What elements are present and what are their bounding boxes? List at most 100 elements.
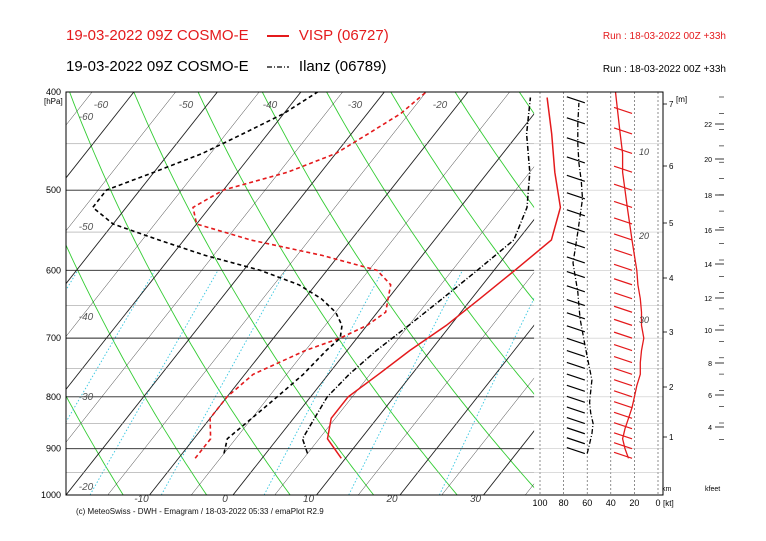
- plot-border: [65, 91, 664, 496]
- isotherm: [191, 92, 510, 495]
- isotherm: [66, 92, 218, 285]
- wind-barb-visp: [613, 401, 633, 409]
- wind-barb-ilanz: [566, 406, 586, 414]
- mixing-ratio-label: 30: [639, 315, 649, 325]
- pressure-tick-label: 800: [46, 392, 61, 402]
- wind-barb-ilanz: [566, 361, 586, 370]
- ilanz-legend-swatch: [266, 66, 289, 68]
- kfeet-tick-label: 4: [708, 425, 712, 432]
- temperature-tick-label: -10: [134, 494, 149, 505]
- wind-barb-visp: [613, 318, 633, 326]
- temperature-tick-label: 10: [303, 494, 315, 505]
- wind-barb-ilanz: [566, 337, 586, 345]
- pressure-unit-label: [hPa]: [44, 97, 63, 106]
- dry-adiabat: [69, 92, 291, 495]
- wind-barb-visp: [613, 355, 633, 364]
- mixing-ratio-line: [0, 270, 24, 495]
- isotherm: [107, 92, 427, 495]
- title-ilanz-model: 19-03-2022 09Z COSMO-E: [66, 58, 249, 75]
- profile-curves: [91, 92, 562, 459]
- pressure-tick-label: 1000: [41, 490, 61, 500]
- wind-barb-ilanz: [566, 209, 586, 217]
- profile-temperature: [326, 97, 562, 459]
- dry-adiabat: [133, 92, 375, 495]
- isotherm: [66, 92, 135, 179]
- title-ilanz: 19-03-2022 09Z COSMO-E Ilanz (06789): [66, 58, 386, 75]
- wind-barb-visp: [613, 292, 633, 300]
- wind-barb-ilanz: [566, 298, 586, 307]
- pressure-tick-label: 600: [46, 265, 61, 275]
- kfeet-tick-label: 16: [704, 228, 712, 235]
- wind-barb-visp: [613, 305, 633, 313]
- wind-barb-ilanz: [566, 271, 586, 279]
- wind-barb-ilanz: [566, 117, 586, 125]
- isotherm: [734, 92, 766, 495]
- wind-barb-visp: [613, 367, 633, 375]
- wind-barb-visp: [613, 217, 633, 225]
- top-temperature-label: -50: [179, 100, 194, 111]
- wind-barb-ilanz: [566, 174, 586, 182]
- wind-barb-ilanz: [566, 427, 586, 435]
- wind-curves: [566, 92, 645, 459]
- upper-temperature-label: -20: [79, 482, 94, 493]
- kfeet-tick-label: 18: [704, 193, 712, 200]
- kfeet-tick-label: 6: [708, 393, 712, 400]
- wind-barb-visp: [613, 127, 633, 135]
- wind-tick-label: 80: [559, 498, 569, 508]
- isotherm: [232, 92, 552, 495]
- top-temperature-label: -20: [433, 100, 448, 111]
- km-tick-label: 4: [669, 274, 674, 283]
- km-axis-unit: [m]: [676, 95, 687, 104]
- isotherm: [650, 478, 663, 495]
- wind-tick-label: 60: [582, 498, 592, 508]
- temperature-tick-label: 20: [385, 494, 398, 505]
- wind-barb-ilanz: [566, 312, 586, 320]
- mixing-ratio-line: [66, 270, 156, 423]
- wind-axis-unit: [kt]: [663, 499, 674, 508]
- wind-barb-visp: [613, 183, 633, 191]
- title-visp-station: VISP (06727): [298, 27, 389, 44]
- kfeet-axis-label: kfeet: [705, 486, 720, 493]
- isotherm: [66, 92, 176, 232]
- wind-barb-visp: [613, 248, 633, 256]
- wind-barb-visp: [613, 390, 633, 398]
- wind-barb-visp: [630, 92, 633, 93]
- mixing-ratio-label: 20: [638, 231, 649, 241]
- mixing-ratio-line: [160, 270, 286, 495]
- upper-temperature-label: -40: [79, 312, 94, 323]
- km-axis-bottom-label: km: [662, 486, 672, 493]
- wind-panel: [534, 91, 663, 496]
- kfeet-tick-label: 10: [704, 328, 712, 335]
- pressure-tick-label: 500: [46, 185, 61, 195]
- isotherm: [692, 92, 766, 495]
- wind-tick-label: 40: [606, 498, 616, 508]
- dry-adiabat: [0, 81, 40, 495]
- km-tick-label: 7: [669, 100, 674, 109]
- temperature-tick-label: 30: [470, 494, 482, 505]
- dry-adiabat: [261, 92, 542, 495]
- upper-temperature-label: -60: [79, 112, 94, 123]
- footer-credit: (c) MeteoSwiss - DWH - Emagram / 18-03-2…: [76, 507, 324, 516]
- wind-barb-ilanz: [566, 384, 586, 392]
- wind-barb-ilanz: [566, 256, 586, 264]
- wind-barb-visp: [613, 165, 633, 173]
- wind-barb-ilanz: [566, 373, 586, 381]
- kfeet-tick-label: 8: [708, 361, 712, 368]
- run-visp: Run : 18-03-2022 00Z +33h: [602, 31, 726, 42]
- wind-barb-ilanz: [566, 437, 586, 445]
- dry-adiabat: [197, 92, 458, 495]
- km-tick-label: 3: [669, 328, 674, 337]
- km-tick-label: 6: [669, 162, 674, 171]
- dry-adiabat: [66, 394, 124, 495]
- isotherm: [66, 92, 385, 495]
- wind-barb-visp: [613, 106, 633, 115]
- wind-barb-visp: [613, 278, 633, 286]
- wind-barb-visp: [613, 451, 633, 459]
- wind-panel-bg: [534, 92, 663, 495]
- wind-barb-ilanz: [566, 241, 586, 249]
- pressure-tick-label: 700: [46, 333, 61, 343]
- wind-barb-visp: [613, 432, 633, 440]
- isotherm: [66, 92, 260, 337]
- wind-tick-label: 100: [532, 498, 547, 508]
